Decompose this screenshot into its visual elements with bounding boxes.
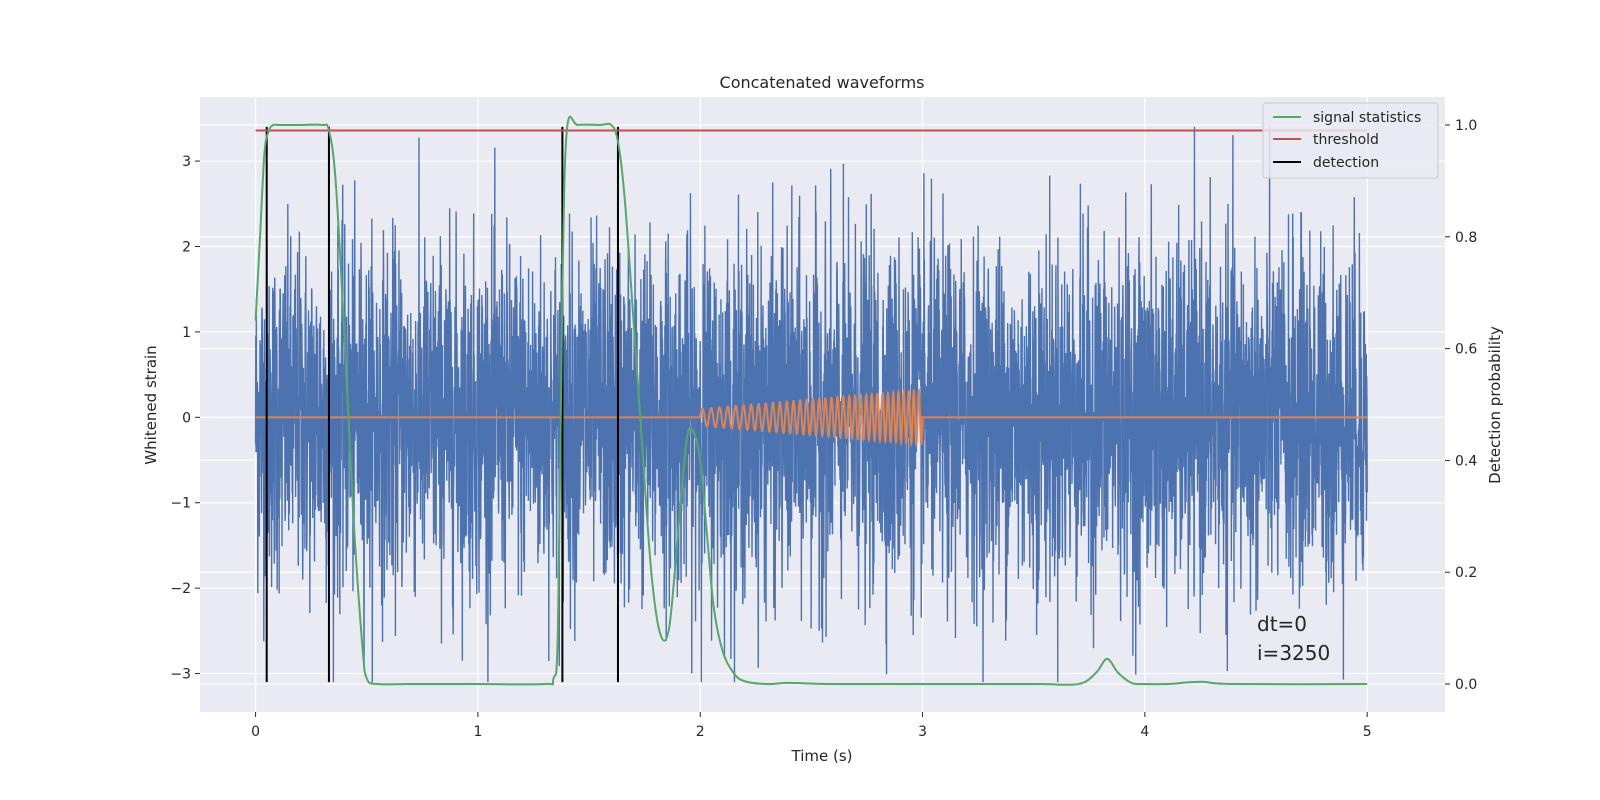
legend-label-detection: detection xyxy=(1313,155,1379,171)
y2-tick-label: 0.2 xyxy=(1455,565,1477,581)
signal-statistics-line xyxy=(254,115,1368,686)
x-tick-label: 3 xyxy=(918,724,927,740)
y-tick-label: 3 xyxy=(182,154,191,170)
legend-label-threshold: threshold xyxy=(1313,132,1379,148)
annotation-dt: dt=0 xyxy=(1257,612,1307,636)
template-series xyxy=(255,387,1368,448)
template-line xyxy=(255,387,1368,448)
legend-box xyxy=(1262,102,1439,179)
y-tick-label: 2 xyxy=(182,239,191,255)
detection-lines xyxy=(265,126,619,683)
y2-tick-label: 0.8 xyxy=(1455,230,1477,246)
y2-tick-label: 0.4 xyxy=(1455,453,1477,469)
x-tick-label: 1 xyxy=(473,724,482,740)
annotation-i: i=3250 xyxy=(1257,641,1330,665)
x-tick-label: 2 xyxy=(696,724,705,740)
y2-axis-label: Detection probability xyxy=(1486,326,1504,484)
y2-tick-label: 1.0 xyxy=(1455,118,1477,134)
legend: signal statistics threshold detection xyxy=(1262,102,1439,179)
x-tick-label: 4 xyxy=(1140,724,1149,740)
legend-label-signal-statistics: signal statistics xyxy=(1313,110,1421,126)
y-tick-label: −2 xyxy=(170,581,191,597)
signal-statistics-series xyxy=(254,115,1368,686)
x-tick-label: 0 xyxy=(251,724,260,740)
x-axis-label: Time (s) xyxy=(791,747,853,765)
y-axis-label: Whitened strain xyxy=(142,345,160,464)
y2-tick-label: 0.6 xyxy=(1455,342,1477,358)
y-tick-label: 1 xyxy=(182,325,191,341)
x-tick-label: 5 xyxy=(1363,724,1372,740)
y-tick-label: −3 xyxy=(170,667,191,683)
axis-ticks: 0 1 2 3 4 5 −3 −2 −1 0 1 2 3 0.0 0.2 0.4 0.6 0.8 1.0 xyxy=(170,118,1477,740)
y-tick-label: 0 xyxy=(182,410,191,426)
y2-tick-label: 0.0 xyxy=(1455,677,1477,693)
chart-title: Concatenated waveforms xyxy=(720,73,925,92)
y-tick-label: −1 xyxy=(170,496,191,512)
